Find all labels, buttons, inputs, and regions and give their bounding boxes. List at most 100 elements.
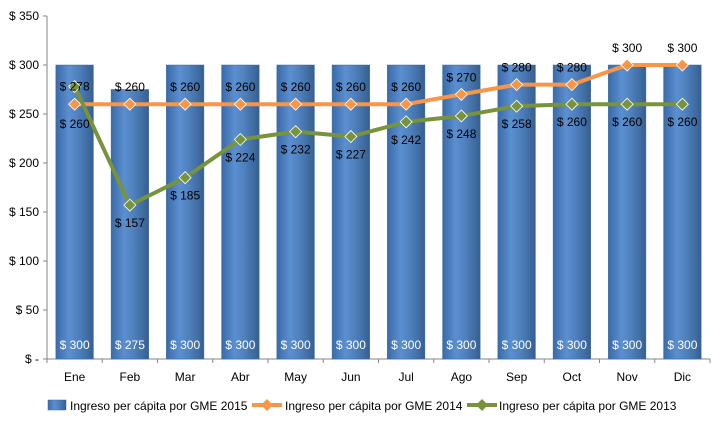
legend-label-2013: Ingreso per cápita por GME 2013 [499,399,677,413]
legend-marker-2013 [476,399,488,411]
y-tick-label: $ 200 [9,156,39,170]
x-tick-label: Ago [451,370,473,384]
bar [442,64,481,360]
line-2014-data-label: $ 260 [115,80,145,94]
y-tick-label: $ 250 [9,107,39,121]
bar [497,64,536,360]
point-marker [344,129,358,144]
point-marker [68,79,82,94]
bar-data-label: $ 300 [281,338,311,352]
point-marker [675,97,689,111]
y-tick-label: $ - [25,352,39,366]
y-tick-label: $ 150 [9,205,39,219]
bar [608,64,647,360]
bar-data-label: $ 300 [502,338,532,352]
axes: $ - $ 50 $ 100 $ 150 $ 200 $ 250 $ 300 $ 350 Ene… [9,9,711,384]
line-2014-data-label: $ 260 [170,80,200,94]
legend-swatch-2015 [47,399,67,411]
point-marker [399,97,413,111]
point-marker [620,97,634,111]
x-tick-label: Feb [120,370,141,384]
point-marker [399,115,413,129]
line-2014-data-label: $ 300 [667,41,697,55]
bar-series [55,64,702,360]
line-2014-data-label: $ 270 [446,70,476,84]
x-tick-label: Ene [64,370,86,384]
y-tick-label: $ 50 [16,303,40,317]
bar [552,64,591,360]
line-2014-data-label: $ 300 [612,41,642,55]
point-marker [344,97,358,111]
bar-data-label: $ 300 [60,338,90,352]
y-tick-label: $ 100 [9,254,39,268]
point-marker [289,125,303,139]
line-2014-data-label: $ 260 [225,80,255,94]
point-marker [233,132,247,147]
line-2013-data-label: $ 224 [225,150,255,164]
x-tick-label: Mar [175,370,196,384]
bar-data-label: $ 300 [446,338,476,352]
point-marker [233,97,247,111]
bar-data-label: $ 300 [667,338,697,352]
x-tick-label: Jun [341,370,360,384]
point-marker [178,171,192,185]
bar [387,64,426,360]
line-series [68,58,689,212]
point-marker [565,78,579,92]
bar-data-label: $ 300 [557,338,587,352]
point-marker [123,97,137,111]
bar [331,64,370,360]
bar-data-label: $ 300 [391,338,421,352]
line-2014-data-label: $ 280 [502,61,532,75]
point-marker [454,87,468,101]
line-2013-data-label: $ 248 [446,127,476,141]
line-2013-data-label: $ 232 [281,143,311,157]
line-2013-data-label: $ 258 [502,117,532,131]
line-2014-data-label: $ 280 [557,61,587,75]
x-tick-label: May [284,370,307,384]
x-tick-label: Dic [674,370,691,384]
point-marker [620,58,634,72]
line-2013-data-label: $ 157 [115,216,145,230]
x-tick-label: Nov [616,370,637,384]
legend: Ingreso per cápita por GME 2015 Ingreso p… [47,399,677,413]
y-tick-label: $ 350 [9,9,39,23]
legend-marker-2014 [261,399,273,411]
bar [221,64,260,360]
x-tick-label: Sep [506,370,528,384]
point-marker [68,97,82,111]
x-tick-label: Oct [563,370,582,384]
point-marker [675,58,689,72]
bar-data-label: $ 300 [336,338,366,352]
legend-label-2015: Ingreso per cápita por GME 2015 [70,399,248,413]
line-2014-data-label: $ 260 [391,80,421,94]
data-labels: $ 300 $ 275 $ 300 $ 300 $ 300 $ 300 $ 300 $ 300… [60,41,698,352]
bar [110,89,149,360]
x-tick-label: Jul [398,370,413,384]
bar-data-label: $ 300 [612,338,642,352]
line-2013-data-label: $ 242 [391,133,421,147]
bar-data-label: $ 300 [170,338,200,352]
bar [166,64,205,360]
line-2013-data-label: $ 260 [612,115,642,129]
x-tick-label: Abr [231,370,250,384]
line-2013-data-label: $ 278 [60,80,90,94]
point-marker [565,97,579,111]
point-marker [289,97,303,111]
bar-data-label: $ 300 [225,338,255,352]
y-tick-label: $ 300 [9,58,39,72]
bar-data-label: $ 275 [115,338,145,352]
line-2013-data-label: $ 260 [667,115,697,129]
series-line-2013 [72,84,685,208]
line-2014-data-label: $ 260 [281,80,311,94]
line-2013-data-label: $ 185 [170,189,200,203]
bar [663,64,702,360]
line-2014-data-label: $ 260 [336,80,366,94]
series-line-2014 [72,63,685,107]
line-2013-data-label: $ 260 [557,115,587,129]
point-marker [510,78,524,92]
legend-label-2014: Ingreso per cápita por GME 2014 [285,399,463,413]
point-marker [123,198,137,212]
